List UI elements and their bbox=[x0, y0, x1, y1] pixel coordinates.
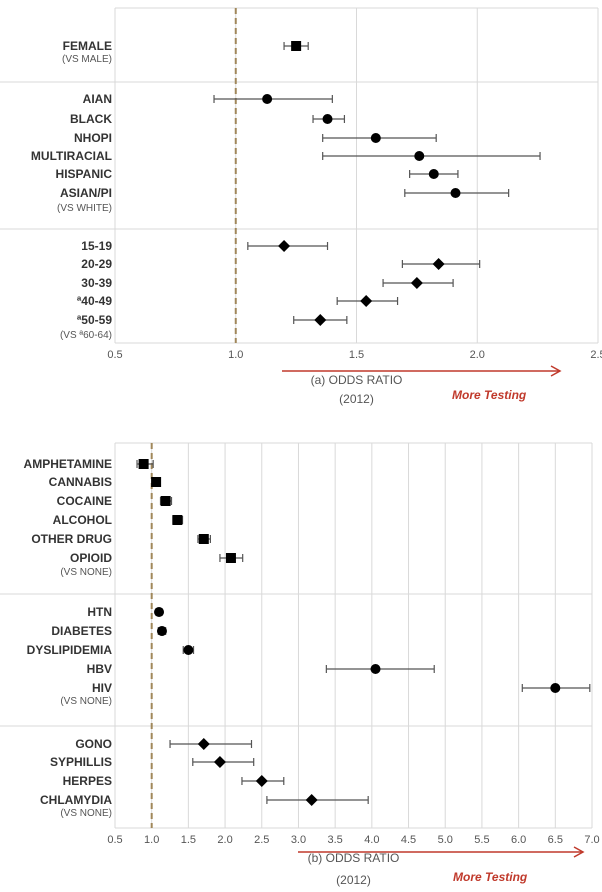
x-tick-label: 2.5 bbox=[254, 834, 269, 846]
x-tick-label: 5.0 bbox=[438, 834, 453, 846]
row-label: ASIAN/PI bbox=[60, 186, 112, 200]
point-marker-diamond bbox=[278, 240, 291, 252]
point-marker-circle bbox=[428, 169, 439, 179]
x-axis-label: (b) ODDS RATIO bbox=[308, 851, 400, 865]
point-marker-diamond bbox=[314, 314, 327, 326]
x-tick-label: 3.5 bbox=[328, 834, 343, 846]
row-label: 15-19 bbox=[81, 239, 112, 253]
row-label: ª50-59 bbox=[77, 313, 112, 327]
reference-group-label: (VS ª60-64) bbox=[60, 330, 112, 341]
point-marker-circle bbox=[550, 683, 561, 693]
row-label: AIAN bbox=[83, 92, 112, 106]
point-marker-diamond bbox=[213, 756, 226, 768]
point-marker-circle bbox=[322, 114, 333, 124]
row-label: 30-39 bbox=[81, 276, 112, 290]
point-marker-circle bbox=[156, 626, 167, 636]
row-label: AMPHETAMINE bbox=[24, 457, 112, 471]
point-marker-diamond bbox=[360, 295, 373, 307]
point-marker-circle bbox=[370, 133, 381, 143]
row-label: HIV bbox=[92, 681, 112, 695]
row-label: BLACK bbox=[70, 112, 112, 126]
reference-group-label: (VS NONE) bbox=[60, 808, 112, 819]
more-testing-label: More Testing bbox=[453, 870, 528, 884]
x-tick-label: 4.0 bbox=[364, 834, 379, 846]
point-marker-square bbox=[138, 459, 149, 469]
point-marker-circle bbox=[450, 188, 461, 198]
reference-group-label: (VS MALE) bbox=[62, 54, 112, 65]
point-marker-diamond bbox=[197, 738, 210, 750]
row-label: DIABETES bbox=[51, 624, 112, 638]
row-label: ª40-49 bbox=[77, 294, 112, 308]
point-marker-diamond bbox=[432, 258, 445, 270]
row-label: CHLAMYDIA bbox=[40, 793, 112, 807]
x-tick-label: 0.5 bbox=[107, 349, 122, 361]
x-tick-label: 4.5 bbox=[401, 834, 416, 846]
more-testing-label: More Testing bbox=[452, 388, 527, 402]
x-tick-label: 6.5 bbox=[548, 834, 563, 846]
point-marker-square bbox=[291, 41, 302, 51]
x-tick-label: 1.0 bbox=[228, 349, 243, 361]
row-label: ALCOHOL bbox=[53, 513, 112, 527]
x-tick-label: 3.0 bbox=[291, 834, 306, 846]
x-tick-label: 2.5 bbox=[590, 349, 602, 361]
point-marker-circle bbox=[154, 607, 165, 617]
row-label: OPIOID bbox=[70, 551, 112, 565]
point-marker-diamond bbox=[410, 277, 423, 289]
x-axis-year: (2012) bbox=[339, 392, 374, 406]
row-label: FEMALE bbox=[63, 39, 112, 53]
x-tick-label: 1.5 bbox=[181, 834, 196, 846]
direction-arrow-head bbox=[550, 365, 562, 377]
row-label: HTN bbox=[87, 605, 112, 619]
reference-group-label: (VS WHITE) bbox=[57, 203, 112, 214]
row-label: MULTIRACIAL bbox=[31, 149, 112, 163]
row-label: OTHER DRUG bbox=[31, 532, 112, 546]
point-marker-circle bbox=[262, 94, 273, 104]
row-label: HISPANIC bbox=[56, 167, 113, 181]
row-label: COCAINE bbox=[57, 494, 112, 508]
x-tick-label: 0.5 bbox=[107, 834, 122, 846]
x-axis-label: (a) ODDS RATIO bbox=[311, 373, 403, 387]
row-label: SYPHILLIS bbox=[50, 755, 112, 769]
x-tick-label: 2.0 bbox=[217, 834, 232, 846]
row-label: CANNABIS bbox=[49, 475, 112, 489]
point-marker-diamond bbox=[255, 775, 268, 787]
point-marker-square bbox=[160, 496, 171, 506]
row-label: HBV bbox=[87, 662, 112, 676]
row-label: GONO bbox=[75, 737, 112, 751]
row-label: HERPES bbox=[63, 774, 112, 788]
x-tick-label: 6.0 bbox=[511, 834, 526, 846]
x-tick-label: 1.5 bbox=[349, 349, 364, 361]
point-marker-square bbox=[151, 477, 162, 487]
x-axis-year: (2012) bbox=[336, 873, 371, 887]
x-tick-label: 2.0 bbox=[470, 349, 485, 361]
point-marker-square bbox=[225, 553, 236, 563]
reference-group-label: (VS NONE) bbox=[60, 696, 112, 707]
point-marker-circle bbox=[370, 664, 381, 674]
point-marker-diamond bbox=[305, 794, 318, 806]
direction-arrow-head bbox=[573, 846, 585, 858]
x-tick-label: 5.5 bbox=[474, 834, 489, 846]
row-label: NHOPI bbox=[74, 131, 112, 145]
row-label: 20-29 bbox=[81, 257, 112, 271]
point-marker-circle bbox=[183, 645, 194, 655]
point-marker-square bbox=[172, 515, 183, 525]
point-marker-circle bbox=[414, 151, 425, 161]
point-marker-square bbox=[198, 534, 209, 544]
reference-group-label: (VS NONE) bbox=[60, 567, 112, 578]
row-label: DYSLIPIDEMIA bbox=[27, 643, 113, 657]
x-tick-label: 7.0 bbox=[584, 834, 599, 846]
x-tick-label: 1.0 bbox=[144, 834, 159, 846]
